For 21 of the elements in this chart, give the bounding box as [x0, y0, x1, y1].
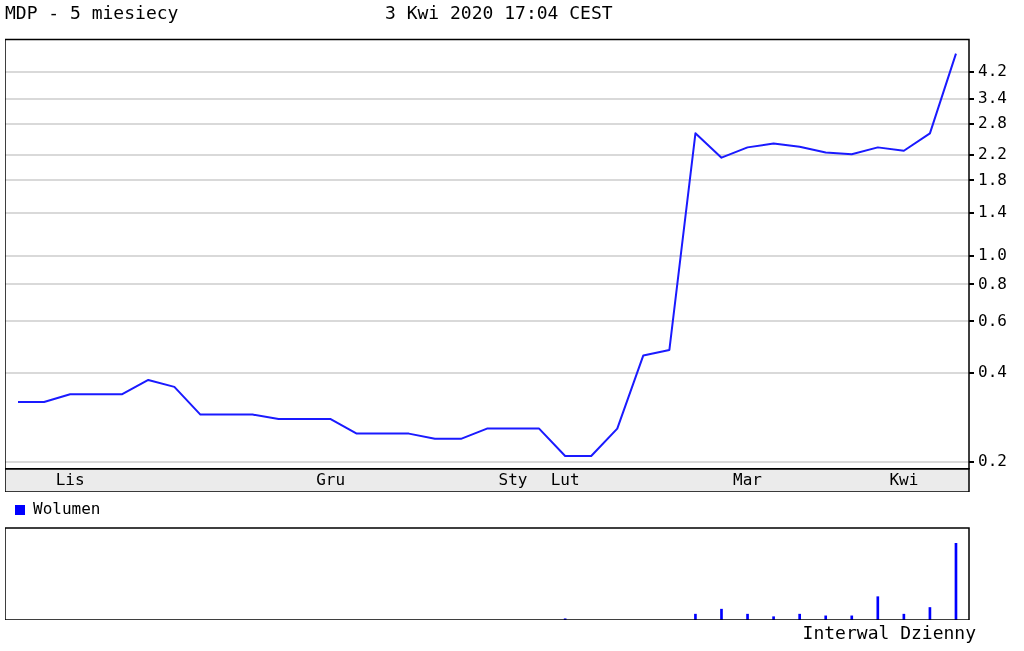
text: Interwal Dzienny	[801, 622, 977, 643]
chart-title: MDP - 5 miesiecy	[5, 2, 179, 23]
x-tick-label: Mar	[733, 469, 763, 489]
y-tick-label: 0.6	[978, 310, 1007, 330]
x-tick-label: Sty	[498, 469, 528, 489]
y-tick-label: 1.4	[978, 201, 1007, 221]
y-tick-label: 0.8	[978, 273, 1007, 293]
y-tick-label: 1.8	[978, 169, 1007, 189]
y-tick-label: 2.8	[978, 112, 1007, 132]
x-tick-label: Lis	[55, 469, 85, 489]
legend-label: Wolumen	[33, 499, 101, 519]
y-tick-label: 4.2	[978, 60, 1007, 80]
y-tick-label: 0.2	[978, 451, 1007, 471]
x-tick-label: Kwi	[889, 469, 919, 489]
x-tick-label: Lut	[550, 469, 580, 489]
x-tick-label: Gru	[316, 469, 346, 489]
y-tick-label: 1.0	[978, 245, 1007, 264]
chart-subtitle: 3 Kwi 2020 17:04 CEST	[385, 2, 613, 23]
y-tick-label: 0.4	[978, 362, 1007, 382]
y-tick-label: 2.2	[978, 143, 1007, 163]
y-tick-label: 3.4	[978, 88, 1007, 108]
